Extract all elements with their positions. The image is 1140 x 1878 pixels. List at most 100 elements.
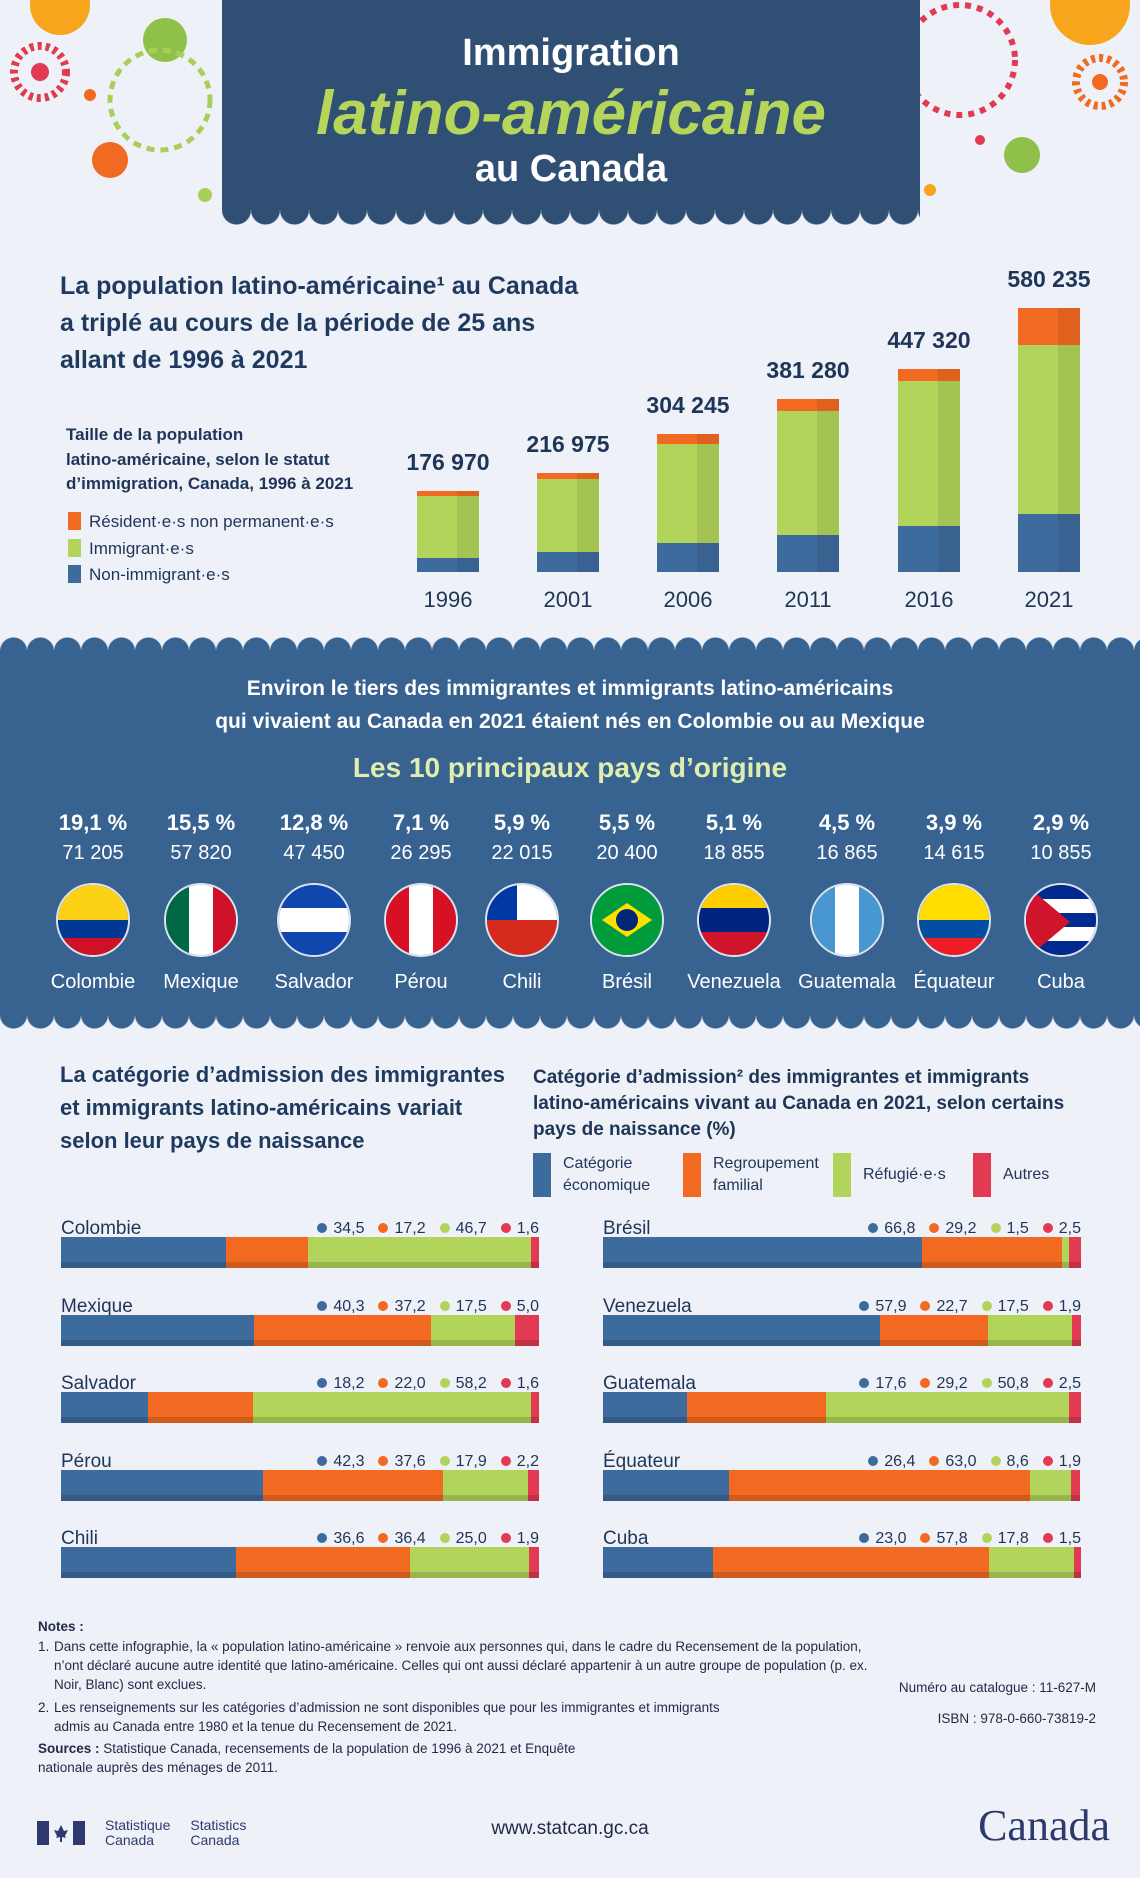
series-dot <box>317 1455 328 1466</box>
x-axis-label: 2016 <box>904 587 954 612</box>
value-text: 50,8 <box>997 1375 1029 1392</box>
series-dot <box>990 1223 1001 1233</box>
bar-segment-1 <box>922 1237 1062 1268</box>
flag-stripe <box>812 885 836 955</box>
bar-segment-0 <box>603 1237 923 1268</box>
chart-title-line: Catégorie d’admission² des immigrantes e… <box>533 1067 1030 1088</box>
value-text: 17,5 <box>455 1297 487 1315</box>
chart-title-line: pays de naissance (%) <box>533 1119 736 1140</box>
country-count: 14 615 <box>923 842 985 864</box>
value-text: 40,3 <box>333 1297 365 1315</box>
statcan-fr-line: Statistique <box>105 1817 171 1833</box>
flag-canton <box>487 885 517 920</box>
series-dot <box>500 1223 511 1233</box>
sources: Sources : Statistique Canada, recensemen… <box>38 1739 598 1777</box>
admission-bar <box>603 1392 1081 1423</box>
bar-segment-1 <box>729 1469 1031 1501</box>
section3-title: La catégorie d’admission des immigrantes… <box>60 1058 505 1157</box>
value-label: 66,8 <box>868 1220 915 1238</box>
value-text: 1,5 <box>1006 1220 1029 1237</box>
flag-chili-icon <box>485 883 559 957</box>
value-label: 17,8 <box>981 1530 1029 1548</box>
admission-values: 17,6 29,2 50,8 2,5 <box>859 1375 1081 1393</box>
value-label: 17,5 <box>981 1297 1029 1316</box>
series-dot <box>981 1300 992 1311</box>
value-text: 2,5 <box>1058 1375 1081 1392</box>
country-name: Chili <box>502 971 542 993</box>
legend-item-immigrant: Immigrant·e·s <box>68 537 334 561</box>
x-axis-label: 1996 <box>423 587 473 612</box>
flag-stripe <box>919 902 989 920</box>
banner-scallop-edge <box>222 210 920 226</box>
country-name: Équateur <box>913 971 995 993</box>
value-text: 1,5 <box>1058 1530 1081 1547</box>
country-count: 16 865 <box>816 842 878 864</box>
decorative-mandala-left <box>10 0 213 202</box>
series-dot <box>920 1378 931 1388</box>
bar-segment-0 <box>603 1314 880 1346</box>
title-line: a triplé au cours de la période de 25 an… <box>60 309 536 337</box>
note-number: 1. <box>38 1639 50 1654</box>
bar-segment <box>657 542 719 572</box>
admission-values: 23,0 57,8 17,8 1,5 <box>859 1530 1081 1548</box>
canada-flag-icon <box>37 1821 85 1845</box>
country-item: 12,8 % 47 450 Salvador <box>259 810 369 994</box>
country-item: 19,1 % 71 205 Colombie <box>38 810 148 994</box>
series-dot <box>859 1378 870 1388</box>
bar-segment-0 <box>61 1547 236 1578</box>
website-link[interactable]: www.statcan.gc.ca <box>491 1818 649 1839</box>
value-label: 63,0 <box>929 1452 977 1471</box>
value-text: 17,9 <box>455 1452 487 1470</box>
value-text: 37,2 <box>394 1297 426 1315</box>
series-dot <box>500 1378 511 1388</box>
bar-segment-0 <box>61 1469 264 1501</box>
value-text: 29,2 <box>936 1375 968 1392</box>
bar-segment-0 <box>603 1469 730 1501</box>
bar-segment-3 <box>528 1469 539 1501</box>
x-axis-label: 2011 <box>784 587 832 612</box>
bar-segment-2 <box>988 1547 1074 1578</box>
country-name: Cuba <box>1037 971 1085 993</box>
admission-row: Pérou 42,3 37,6 17,9 2,2 <box>61 1451 539 1528</box>
value-text: 37,6 <box>394 1452 426 1470</box>
country-count: 47 450 <box>283 842 345 864</box>
series-dot <box>378 1533 389 1543</box>
legend-label-line: Réfugié·e·s <box>863 1166 946 1183</box>
bar-segment-3 <box>1073 1547 1081 1578</box>
value-text: 63,0 <box>945 1452 977 1470</box>
title-line-3: au Canada <box>474 148 668 190</box>
admission-values: 42,3 37,6 17,9 2,2 <box>317 1453 539 1471</box>
decorative-mandala-right <box>920 0 1130 196</box>
country-percent: 19,1 % <box>58 810 128 835</box>
flag-stripe <box>58 937 128 955</box>
statcan-en-line: Canada <box>190 1832 240 1848</box>
value-label: 2,5 <box>1042 1375 1081 1393</box>
chart1-title: Taille de la population latino-américain… <box>66 423 353 497</box>
statcan-fr-line: Canada <box>105 1832 155 1848</box>
bar-segment-2 <box>431 1314 516 1346</box>
value-label: 25,0 <box>439 1530 487 1548</box>
country-count: 18 855 <box>703 842 765 864</box>
country-count: 22 015 <box>491 842 553 864</box>
legend-swatch <box>68 512 81 530</box>
country-item: 7,1 % 26 295 Pérou <box>366 810 476 994</box>
series-dot <box>500 1533 511 1543</box>
value-text: 17,5 <box>997 1297 1029 1315</box>
value-text: 18,2 <box>333 1375 365 1392</box>
country-name: Venezuela <box>687 971 781 993</box>
series-dot <box>1042 1223 1053 1233</box>
country-name: Colombie <box>50 971 136 993</box>
value-text: 1,9 <box>1058 1297 1081 1315</box>
title-line: La catégorie d’admission des immigrantes <box>60 1062 506 1087</box>
series-dot <box>378 1378 389 1388</box>
bar-segment-0 <box>603 1392 688 1423</box>
value-label: 22,7 <box>920 1298 968 1316</box>
admission-row: Colombie 34,5 17,2 46,7 1,6 <box>61 1218 539 1295</box>
legend-label-line: familial <box>713 1177 763 1194</box>
admission-bar <box>603 1237 1081 1268</box>
bar-segment <box>777 398 839 412</box>
value-label: 46,7 <box>439 1220 487 1238</box>
value-text: 36,6 <box>333 1530 365 1547</box>
series-dot <box>317 1533 328 1543</box>
flag-stripe <box>835 885 859 955</box>
